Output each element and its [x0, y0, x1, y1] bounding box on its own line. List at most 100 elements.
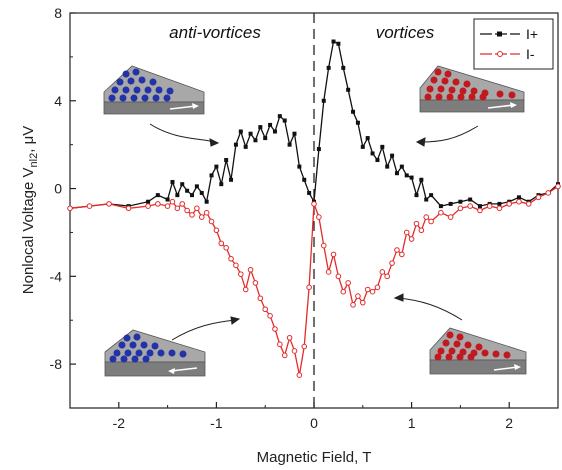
data-point [477, 204, 482, 209]
data-point [486, 203, 493, 209]
current-arrow-line [170, 367, 198, 372]
data-point [198, 214, 205, 220]
data-point [67, 205, 73, 212]
data-point [233, 142, 238, 147]
data-point [325, 269, 332, 275]
x-tick-label: -1 [210, 415, 223, 431]
pointer-arrow-bottom-left [171, 319, 237, 341]
data-point [229, 177, 234, 182]
data-point [375, 158, 380, 163]
data-point [320, 242, 327, 249]
data-point [545, 190, 552, 196]
data-point [360, 299, 366, 306]
data-point [145, 203, 151, 209]
inset-vortex-bottom [429, 327, 527, 375]
data-point [389, 260, 395, 266]
slab-front-face [419, 99, 525, 113]
y-tick-label: -8 [50, 356, 63, 372]
y-tick-label: 0 [54, 181, 62, 197]
data-point [385, 164, 390, 169]
data-point [86, 203, 93, 209]
data-point [496, 205, 503, 212]
data-point [208, 218, 215, 225]
data-point [316, 147, 321, 152]
data-point [506, 201, 513, 207]
series-i-minus [67, 183, 561, 378]
x-tick-label: -2 [113, 415, 126, 431]
data-point [169, 198, 176, 205]
current-arrow-head [168, 368, 175, 374]
data-point [428, 218, 434, 225]
data-point [330, 251, 337, 258]
data-point [296, 372, 303, 378]
data-point [331, 39, 336, 44]
data-point [297, 164, 302, 169]
data-point [316, 214, 322, 220]
data-point [364, 286, 371, 293]
data-point [448, 201, 453, 206]
data-point [223, 245, 229, 251]
data-point [370, 151, 375, 156]
data-point [355, 120, 360, 125]
x-tick-label: 0 [310, 415, 318, 431]
data-point [219, 182, 224, 187]
data-point [360, 144, 365, 149]
pointer-arrow-top-right [419, 125, 479, 143]
y-tick-label: 8 [54, 5, 62, 21]
data-point [209, 173, 214, 178]
data-point [277, 341, 283, 348]
data-point [277, 114, 282, 119]
data-point [374, 284, 381, 291]
data-point [390, 153, 395, 158]
data-point [258, 125, 263, 130]
data-point [438, 204, 443, 209]
data-point [165, 197, 170, 202]
data-point [379, 269, 386, 275]
pointer-arrow-bottom-right [397, 297, 463, 321]
data-point [164, 203, 171, 209]
data-point [394, 171, 399, 176]
data-point [516, 195, 521, 200]
vortex-dots [109, 333, 187, 363]
data-point [125, 205, 132, 212]
data-point [340, 288, 347, 295]
legend-label: I- [526, 46, 535, 62]
data-point [189, 212, 195, 218]
current-arrow-head [192, 103, 199, 109]
data-point [535, 194, 542, 201]
data-point [424, 197, 429, 202]
data-point [321, 98, 326, 103]
data-point [175, 193, 180, 198]
data-point [287, 142, 292, 147]
legend: I+ I- [473, 18, 554, 70]
data-point [155, 201, 161, 207]
data-point [341, 65, 346, 70]
data-point [252, 280, 259, 286]
inset-antivortex-bottom [104, 329, 206, 377]
data-point [403, 229, 410, 236]
data-point [170, 179, 175, 184]
data-point [350, 302, 356, 308]
data-point [194, 205, 200, 212]
vortex-dots [434, 331, 511, 361]
data-point [302, 177, 307, 182]
data-point [467, 203, 473, 209]
data-point [413, 220, 420, 227]
data-point [272, 326, 278, 332]
data-point [214, 164, 219, 169]
y-axis-title: Nonlocal Voltage Vnl2, μV [20, 126, 40, 294]
data-point [409, 175, 414, 180]
annotation-anti-vortices: anti-vortices [169, 23, 261, 42]
pointer-arrow-head [209, 138, 220, 147]
data-point [468, 197, 473, 202]
data-point [516, 198, 522, 205]
x-tick-label: 1 [408, 415, 416, 431]
data-point [301, 343, 308, 350]
inset-vortex-top [419, 65, 525, 113]
data-point [243, 144, 248, 149]
data-point [355, 293, 361, 299]
x-tick-label: 2 [505, 415, 513, 431]
legend-label: I+ [526, 26, 538, 42]
slab-front-face [429, 359, 527, 375]
